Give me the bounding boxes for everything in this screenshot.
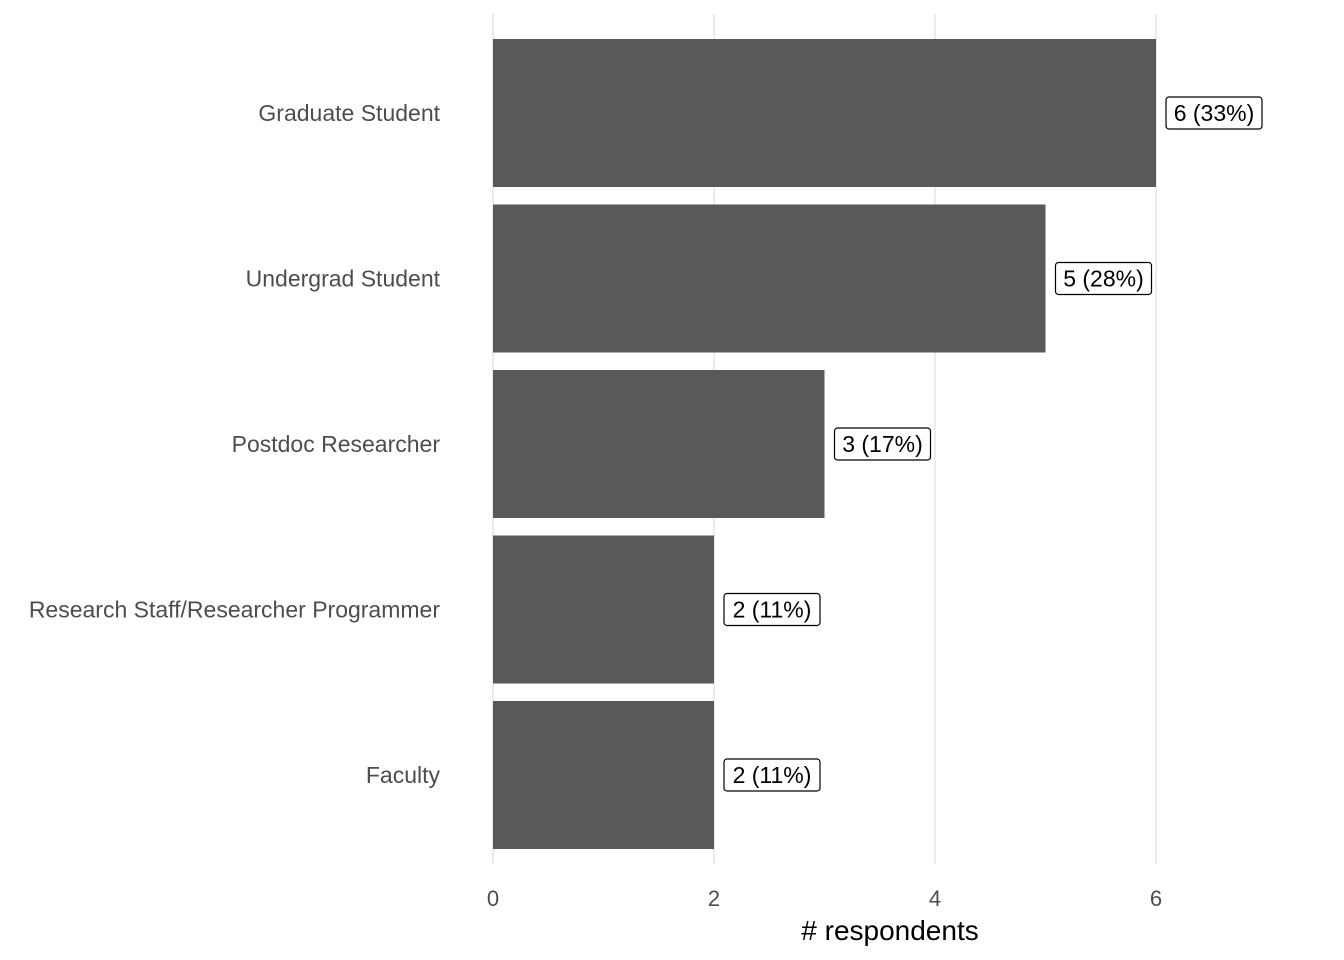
data-label-text: 5 (28%) <box>1063 266 1144 292</box>
bars <box>493 39 1156 849</box>
category-labels: Graduate Student Undergrad Student Postdoc… <box>29 100 441 788</box>
data-label-box <box>723 758 821 792</box>
data-label: 3 (17%) <box>833 427 932 461</box>
bar <box>493 204 1046 353</box>
data-label: 2 (11%) <box>723 758 821 792</box>
bar <box>493 39 1156 187</box>
data-label-box <box>1165 96 1263 130</box>
category-label: Research Staff/Researcher Programmer <box>29 597 441 623</box>
x-tick-label: 0 <box>487 886 499 911</box>
data-label: 2 (11%) <box>723 592 821 627</box>
bar <box>493 535 714 684</box>
category-label: Undergrad Student <box>246 266 441 292</box>
x-tick-labels: 0 2 4 6 <box>487 886 1162 911</box>
bar <box>493 370 825 518</box>
category-label: Postdoc Researcher <box>232 431 441 457</box>
data-label: 6 (33%) <box>1165 96 1263 130</box>
x-tick-label: 6 <box>1150 886 1162 911</box>
bar <box>493 701 714 849</box>
data-label: 5 (28%) <box>1054 261 1153 296</box>
data-label-text: 3 (17%) <box>842 431 923 457</box>
data-label-text: 6 (33%) <box>1174 100 1255 126</box>
data-label-box <box>723 592 821 627</box>
data-label-text: 2 (11%) <box>733 762 812 788</box>
x-axis-title: # respondents <box>801 915 978 946</box>
data-label-box <box>833 427 932 461</box>
x-tick-label: 4 <box>929 886 941 911</box>
category-label: Faculty <box>366 762 441 788</box>
data-label-text: 2 (11%) <box>733 597 812 623</box>
category-label: Graduate Student <box>258 100 440 126</box>
data-label-box <box>1054 261 1153 296</box>
data-labels: 6 (33%) 5 (28%) 3 (17%) 2 (11%) 2 (11%) <box>723 96 1263 792</box>
x-tick-label: 2 <box>708 886 720 911</box>
